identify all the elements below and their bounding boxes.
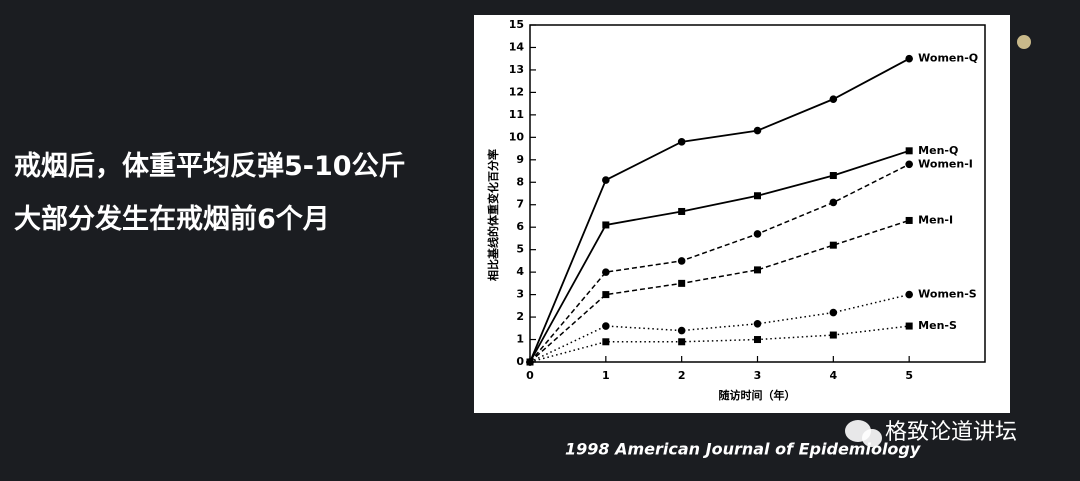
citation: 1998 American Journal of Epidemiology xyxy=(565,440,921,459)
marker xyxy=(754,266,761,274)
series-line xyxy=(529,149,910,363)
marker xyxy=(526,358,534,366)
marker xyxy=(602,268,610,276)
y-tick-label: 12 xyxy=(509,85,524,98)
marker xyxy=(677,257,686,265)
x-tick-label: 5 xyxy=(905,369,913,382)
y-tick-label: 10 xyxy=(509,130,525,143)
y-axis-label: 相比基线的体重变化百分率 xyxy=(486,149,500,281)
y-tick-label: 8 xyxy=(516,175,524,188)
marker xyxy=(602,176,610,184)
x-tick-label: 3 xyxy=(754,369,762,382)
marker xyxy=(754,192,761,200)
marker xyxy=(829,241,837,249)
series-label: Women-Q xyxy=(918,52,978,65)
y-tick-label: 11 xyxy=(509,108,524,121)
marker xyxy=(905,54,913,63)
marker xyxy=(829,95,838,103)
x-tick-label: 4 xyxy=(830,369,838,382)
marker xyxy=(905,147,913,155)
series-line xyxy=(529,163,910,363)
x-axis-label: 随访时间（年） xyxy=(719,388,796,402)
marker xyxy=(905,216,913,224)
slide-line: 戒烟后，体重平均反弹5-10公斤 xyxy=(14,151,406,182)
series-line xyxy=(529,219,910,363)
marker xyxy=(677,138,686,146)
series-label: Men-S xyxy=(918,319,957,332)
series-label: Women-S xyxy=(918,288,977,301)
y-tick-label: 7 xyxy=(516,198,524,211)
series-label: Women-I xyxy=(918,157,973,170)
y-tick-label: 14 xyxy=(509,40,525,53)
series-label: Men-I xyxy=(918,213,953,226)
y-tick-label: 9 xyxy=(516,153,524,166)
y-tick-label: 13 xyxy=(509,63,524,76)
series-label: Men-Q xyxy=(918,144,958,157)
decoration xyxy=(1017,35,1031,49)
marker xyxy=(754,336,761,344)
marker xyxy=(905,160,913,169)
y-tick-label: 6 xyxy=(516,220,524,233)
marker xyxy=(905,322,913,330)
marker xyxy=(677,326,686,335)
marker xyxy=(602,322,610,330)
watermark-icon xyxy=(845,420,882,447)
y-tick-label: 1 xyxy=(516,333,524,346)
marker xyxy=(678,207,686,215)
slide-line: 大部分发生在戒烟前6个月 xyxy=(14,203,330,235)
y-tick-label: 2 xyxy=(516,310,524,323)
x-tick-label: 0 xyxy=(526,369,534,382)
marker xyxy=(602,291,610,299)
marker xyxy=(905,290,913,299)
marker xyxy=(678,279,686,287)
y-tick-label: 5 xyxy=(516,243,524,256)
series-line xyxy=(529,57,910,363)
y-tick-label: 4 xyxy=(516,265,524,278)
y-tick-label: 15 xyxy=(509,18,524,31)
marker xyxy=(753,230,762,238)
watermark: 格致论道讲坛 xyxy=(885,420,1017,445)
marker xyxy=(829,331,837,339)
marker xyxy=(753,320,762,328)
marker xyxy=(829,308,838,317)
y-tick-label: 0 xyxy=(516,355,524,368)
x-tick-label: 2 xyxy=(678,369,686,382)
marker xyxy=(602,221,610,229)
x-tick-label: 1 xyxy=(602,369,610,382)
y-tick-label: 3 xyxy=(516,288,524,301)
marker xyxy=(829,172,837,180)
marker xyxy=(753,126,762,135)
marker xyxy=(829,198,838,207)
marker xyxy=(678,338,686,346)
marker xyxy=(602,338,610,346)
